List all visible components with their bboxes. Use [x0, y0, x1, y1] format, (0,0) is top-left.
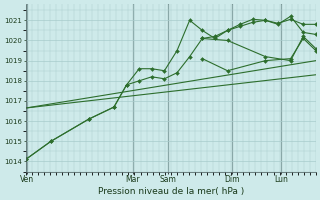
X-axis label: Pression niveau de la mer( hPa ): Pression niveau de la mer( hPa ): [98, 187, 244, 196]
